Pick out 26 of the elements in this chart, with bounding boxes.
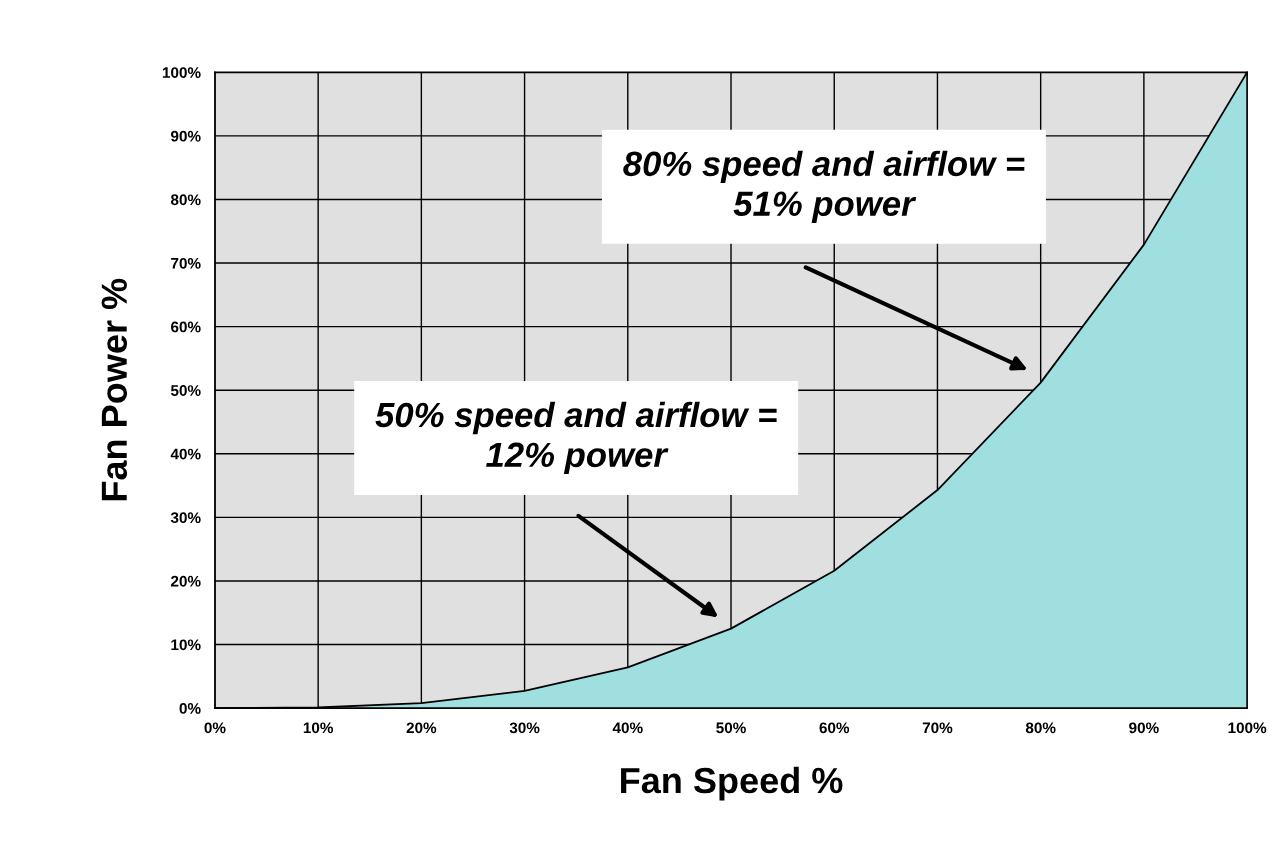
y-tick-label: 90% [170,130,201,142]
x-tick-label: 80% [1025,722,1056,734]
x-tick-label: 100% [1228,722,1267,734]
x-tick-label: 30% [509,722,540,734]
x-tick-label: 10% [303,722,334,734]
y-tick-label: 40% [170,448,201,460]
x-tick-label: 20% [406,722,437,734]
y-tick-label: 100% [162,67,201,79]
y-tick-label: 80% [170,194,201,206]
x-tick-label: 0% [204,722,226,734]
x-tick-label: 90% [1129,722,1159,734]
y-tick-label: 0% [179,702,201,714]
y-tick-label: 20% [170,575,201,587]
y-tick-label: 70% [171,257,201,269]
y-tick-label: 10% [171,639,201,651]
y-tick-label: 50% [170,385,201,396]
annotation: 50% speed and airflow = 12% power [375,401,777,475]
y-axis-title: Fan Power % [101,278,128,501]
x-tick-label: 50% [716,722,746,734]
y-tick-label: 30% [170,512,201,524]
x-axis-title: Fan Speed % [621,766,843,801]
x-tick-label: 40% [612,722,643,734]
x-tick-label: 60% [819,722,850,734]
x-tick-label: 70% [922,722,953,734]
annotation: 80% speed and airflow = 51% power [623,150,1025,223]
y-tick-label: 60% [171,321,201,333]
